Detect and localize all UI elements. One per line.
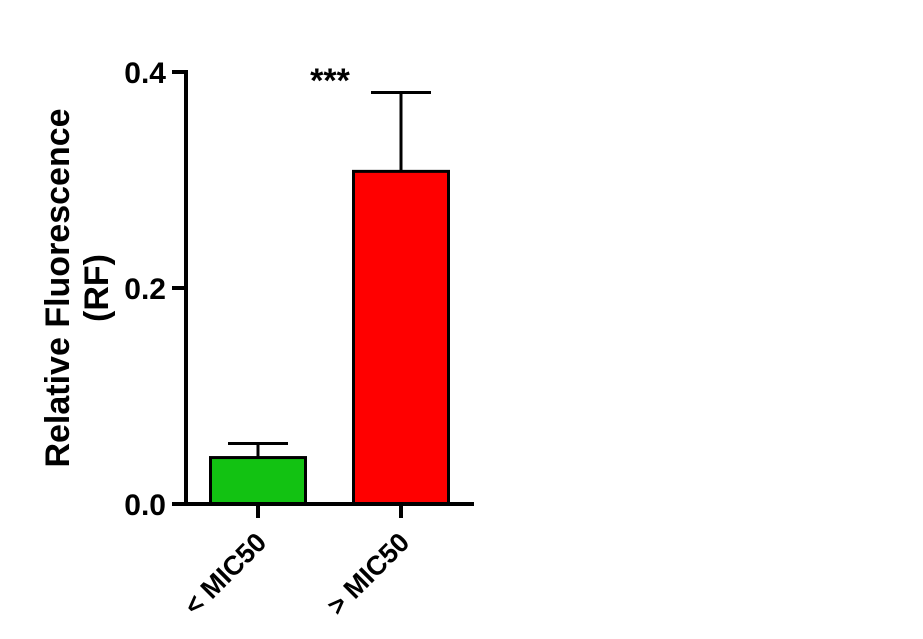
y-axis-title: Relative Fluorescence (RF) — [39, 108, 116, 467]
y-axis-title-line-1: Relative Fluorescence — [39, 108, 77, 467]
y-ticks: 0.0 0.2 0.4 — [124, 57, 186, 522]
bars — [209, 169, 450, 506]
y-tick-label: 0.4 — [124, 57, 166, 90]
y-axis-title-line-2: (RF) — [78, 254, 116, 322]
significance-annotation: *** — [310, 62, 350, 100]
x-ticks: < MIC50 > MIC50 — [178, 504, 415, 621]
y-tick-label: 0.2 — [124, 273, 166, 306]
y-tick-label: 0.0 — [124, 489, 166, 522]
error-bars — [228, 91, 431, 458]
x-category-label: < MIC50 — [178, 527, 272, 621]
bar-above-mic50 — [352, 169, 450, 506]
bar-below-mic50 — [209, 456, 307, 506]
x-category-label: > MIC50 — [321, 527, 415, 621]
